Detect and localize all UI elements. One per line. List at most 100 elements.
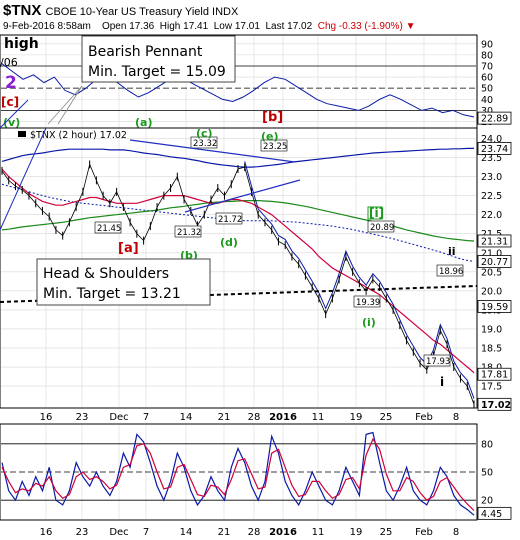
osc-x-tick: 16 — [40, 527, 53, 538]
price-panel-frame — [0, 127, 478, 409]
quote-bar: 9-Feb-2016 8:58am Open 17.36 High 17.41 … — [3, 21, 415, 32]
wave-label: i — [440, 375, 444, 389]
price-y-tick: 21.0 — [481, 248, 502, 259]
osc-y-tick: 20 — [481, 496, 493, 507]
top-left-trend — [0, 99, 29, 129]
point-label: 21.72 — [218, 215, 242, 225]
price-x-tick: 8 — [453, 412, 459, 423]
point-label-box — [174, 225, 202, 238]
wave-label: [a] — [118, 241, 139, 256]
osc-y-tick: 50 — [481, 468, 493, 479]
price-tag-box — [477, 367, 512, 381]
legend-label: $TNX (2 hour) 17.02 — [30, 130, 127, 141]
wave-label: (a) — [135, 116, 152, 129]
osc-x-tick: 8 — [453, 527, 459, 538]
price-tag: 23.74 — [481, 144, 508, 155]
price-x-tick: 19 — [350, 412, 363, 423]
price-tag-box — [477, 234, 512, 248]
pennant-lower-line — [184, 179, 301, 213]
point-label-box — [353, 295, 381, 308]
top-left-high: high — [4, 36, 39, 52]
quote-date: 9-Feb-2016 8:58am — [3, 21, 91, 32]
osc-x-tick: 19 — [350, 527, 363, 538]
point-label: 20.89 — [370, 223, 394, 233]
price-y-tick: 24.0 — [481, 134, 502, 145]
osc-x-tick: 11 — [312, 527, 325, 538]
sma-fast-line — [1, 168, 475, 374]
indicator-y-tick: 70 — [481, 61, 493, 72]
indicator-tag-box — [477, 111, 512, 125]
osc-x-tick: 14 — [180, 527, 193, 538]
wave-label: [b] — [262, 110, 283, 125]
price-tag-box — [477, 255, 512, 268]
pennant-pointer-1 — [47, 85, 83, 125]
price-y-tick: 23.5 — [481, 153, 502, 164]
price-tag: 17.81 — [481, 370, 508, 381]
osc-y-tick: 80 — [481, 439, 493, 450]
wave-label: (e) — [261, 130, 279, 143]
osc-x-tick: 21 — [218, 527, 231, 538]
price-x-tick: 25 — [380, 412, 393, 423]
point-label: 17.93 — [426, 357, 450, 367]
pennant-pointer-2 — [57, 85, 83, 125]
chart-title: $TNX CBOE 10-Year US Treasury Yield INDX — [3, 2, 238, 19]
quote-high: High 17.41 — [159, 21, 209, 32]
price-tag-box — [477, 300, 512, 313]
point-label-box — [190, 136, 218, 149]
downtrend-channel-line — [244, 161, 475, 399]
wave-label: (d) — [220, 236, 238, 249]
lower-band-line — [1, 183, 475, 262]
point-label-box — [367, 220, 395, 233]
top-left-wave-2: 2 — [5, 73, 17, 93]
oscillator-panel-frame — [0, 423, 478, 521]
indicator-y-tick: 80 — [481, 50, 493, 61]
indicator-y-tick: 60 — [481, 73, 493, 84]
price-tag: 17.02 — [481, 400, 511, 411]
price-tag-box — [477, 397, 512, 411]
left-channel-line — [0, 127, 47, 231]
price-y-tick: 23.0 — [481, 172, 502, 183]
price-x-tick: 2016 — [269, 412, 297, 423]
wave-label-box — [367, 206, 383, 220]
osc-x-tick: 28 — [248, 527, 261, 538]
price-y-tick: 19.0 — [481, 324, 502, 335]
osc-x-tick: 2016 — [269, 527, 297, 538]
point-label-box — [94, 221, 122, 234]
point-label-box — [436, 264, 464, 277]
point-label-box — [215, 212, 243, 225]
point-label: 19.39 — [356, 298, 380, 308]
pennant-upper-line — [129, 139, 296, 163]
osc-x-tick: 7 — [143, 527, 149, 538]
hs-title: Head & Shoulders — [43, 266, 169, 282]
price-tag: 21.31 — [481, 236, 508, 247]
indicator-y-tick: 50 — [481, 84, 493, 95]
point-label-box — [423, 354, 451, 367]
price-x-tick: Dec — [109, 412, 128, 423]
price-line — [1, 163, 475, 405]
osc-x-tick: Dec — [109, 527, 128, 538]
legend-swatch — [18, 131, 26, 137]
point-label: 18.96 — [439, 267, 463, 277]
hs-target: Min. Target = 13.21 — [43, 286, 181, 302]
osc-line-fast — [1, 431, 475, 516]
price-x-tick: 23 — [76, 412, 89, 423]
bearish-pennant-box: Bearish Pennant Min. Target = 15.09 — [81, 35, 236, 83]
osc-x-tick: 23 — [76, 527, 89, 538]
osc-x-tick: Feb — [415, 527, 433, 538]
price-y-tick: 20.5 — [481, 267, 502, 278]
head-shoulders-box: Head & Shoulders Min. Target = 13.21 — [36, 258, 211, 306]
price-x-tick: 7 — [143, 412, 149, 423]
price-tag-box — [477, 142, 512, 155]
price-y-tick: 18.5 — [481, 343, 502, 354]
price-x-tick: 14 — [180, 412, 193, 423]
osc-x-tick: 25 — [380, 527, 393, 538]
wave-label: ii — [448, 245, 456, 258]
wave-label: (i) — [362, 316, 376, 329]
instrument-name: CBOE 10-Year US Treasury Yield INDX — [45, 6, 239, 18]
price-tag: 20.77 — [481, 257, 508, 268]
osc-tag-box — [477, 506, 512, 520]
price-y-tick: 17.5 — [481, 382, 502, 393]
wave-label: (c) — [196, 127, 213, 140]
